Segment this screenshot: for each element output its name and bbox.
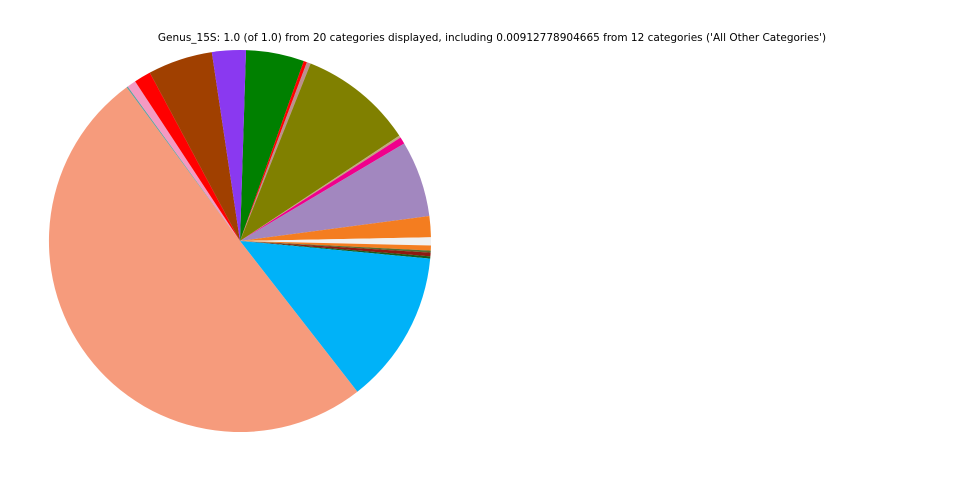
pie-slice-19	[149, 52, 240, 241]
pie-slice-02	[240, 60, 307, 241]
pie-slice-13	[240, 241, 431, 259]
pie-slice-06	[240, 137, 405, 241]
chart-title: Genus_15S: 1.0 (of 1.0) from 20 categori…	[157, 32, 827, 44]
pie-slice-09	[240, 237, 431, 246]
pie-slice-05	[240, 135, 401, 241]
pie-slice-03	[240, 62, 311, 242]
pie-slice-04	[240, 63, 400, 241]
pie-slice-10	[240, 241, 431, 251]
pie-slice-20	[211, 49, 246, 241]
pie-slice-01	[240, 50, 304, 242]
pie-slice-07	[240, 143, 430, 241]
pie-slice-17	[127, 81, 240, 241]
pie-slice-18	[135, 72, 240, 242]
pie-slice-14	[240, 241, 431, 392]
pie-slice-11	[240, 241, 431, 253]
pie-slice-15	[48, 87, 358, 433]
pie-slice-16	[126, 86, 240, 241]
pie-slice-08	[240, 215, 431, 241]
pie-slice-12	[240, 241, 431, 257]
